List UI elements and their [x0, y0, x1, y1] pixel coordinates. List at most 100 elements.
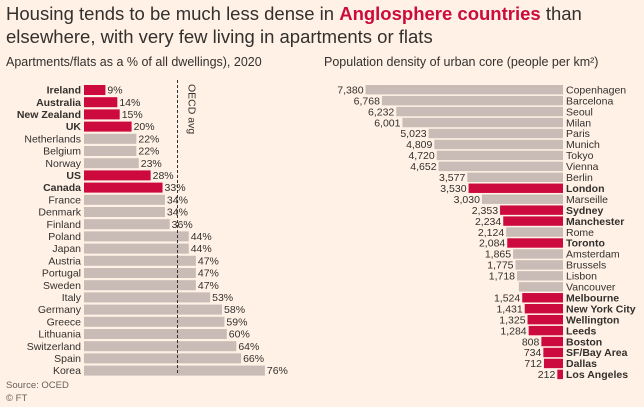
category-label-wellington: Wellington — [566, 314, 619, 326]
category-label-sf-bay-area: SF/Bay Area — [566, 347, 628, 359]
category-label-france: France — [48, 194, 81, 206]
value-label-milan: 6,001 — [374, 117, 400, 129]
value-label-greece: 59% — [226, 316, 247, 328]
bar-wellington — [527, 314, 563, 325]
category-label-finland: Finland — [47, 219, 82, 231]
bar-tokyo — [436, 150, 563, 161]
value-label-paris: 5,023 — [400, 128, 426, 140]
value-label-australia: 14% — [119, 97, 140, 109]
value-label-london: 3,530 — [440, 183, 466, 195]
category-label-los-angeles: Los Angeles — [566, 369, 628, 381]
value-label-sf-bay-area: 734 — [524, 347, 542, 359]
category-label-milan: Milan — [566, 117, 591, 129]
bar-paris — [428, 128, 563, 139]
bar-sf-bay-area — [543, 347, 563, 358]
bar-us — [84, 170, 151, 181]
category-label-belgium: Belgium — [43, 146, 81, 158]
bar-belgium — [84, 146, 137, 156]
value-label-norway: 23% — [141, 158, 162, 170]
bar-uk — [84, 121, 132, 132]
value-label-amsterdam: 1,865 — [485, 249, 511, 261]
value-label-finland: 36% — [172, 219, 193, 231]
value-label-ireland: 9% — [107, 85, 122, 97]
category-label-boston: Boston — [566, 336, 602, 348]
bar-sweden — [84, 280, 196, 291]
category-label-japan: Japan — [52, 243, 81, 255]
value-label-lisbon: 1,718 — [489, 271, 515, 283]
category-label-barcelona: Barcelona — [566, 95, 613, 107]
value-label-sweden: 47% — [198, 280, 219, 292]
bar-manchester — [503, 216, 563, 226]
bar-copenhagen — [365, 85, 563, 95]
category-label-amsterdam: Amsterdam — [566, 249, 620, 261]
category-label-denmark: Denmark — [38, 207, 81, 219]
chart-headline: Housing tends to be much less dense in A… — [6, 2, 638, 48]
bar-poland — [84, 231, 189, 242]
category-label-tokyo: Tokyo — [566, 150, 594, 162]
category-label-netherlands: Netherlands — [24, 133, 81, 145]
category-label-germany: Germany — [38, 304, 82, 316]
category-label-korea: Korea — [53, 365, 81, 377]
bar-france — [84, 194, 165, 205]
category-label-new-york-city: New York City — [566, 303, 636, 315]
bar-rome — [506, 227, 563, 237]
bar-leeds — [528, 325, 563, 336]
bar-melbourne — [522, 293, 563, 303]
bar-austria — [84, 255, 196, 266]
bar-norway — [84, 158, 139, 169]
category-label-canada: Canada — [43, 182, 81, 194]
value-label-lithuania: 60% — [229, 329, 250, 341]
category-label-lisbon: Lisbon — [566, 271, 597, 283]
category-label-london: London — [566, 183, 604, 195]
value-label-seoul: 6,232 — [368, 106, 394, 118]
value-label-uk: 20% — [134, 121, 155, 133]
category-label-leeds: Leeds — [566, 325, 597, 337]
category-label-paris: Paris — [566, 128, 590, 140]
category-label-melbourne: Melbourne — [566, 292, 619, 304]
category-label-vancouver: Vancouver — [566, 282, 616, 294]
bar-marseille — [481, 194, 563, 204]
value-label-portugal: 47% — [198, 268, 219, 280]
value-label-poland: 44% — [191, 231, 212, 243]
bar-greece — [84, 316, 225, 327]
value-label-wellington: 1,325 — [499, 314, 525, 326]
category-label-us: US — [66, 170, 81, 182]
category-label-toronto: Toronto — [566, 238, 605, 250]
bar-new-york-city — [524, 304, 563, 314]
source-note: Source: OCED — [6, 380, 69, 391]
value-label-tokyo: 4,720 — [408, 150, 434, 162]
bar-seoul — [396, 106, 563, 117]
value-label-new-york-city: 1,431 — [496, 303, 522, 315]
bar-sydney — [500, 205, 563, 215]
value-label-leeds: 1,284 — [500, 325, 526, 337]
category-label-brussels: Brussels — [566, 260, 606, 272]
category-label-dallas: Dallas — [566, 358, 597, 370]
bar-denmark — [84, 207, 165, 217]
bar-korea — [84, 365, 265, 376]
value-label-sydney: 2,353 — [472, 205, 498, 217]
category-label-rome: Rome — [566, 227, 594, 239]
category-label-australia: Australia — [36, 97, 81, 109]
bar-vienna — [438, 161, 563, 172]
category-label-norway: Norway — [45, 158, 81, 170]
bar-amsterdam — [513, 249, 563, 259]
value-label-manchester: 2,234 — [475, 216, 501, 228]
bar-australia — [84, 97, 118, 108]
value-label-new-zealand: 15% — [122, 109, 143, 121]
value-label-dallas: 712 — [524, 358, 542, 370]
left-chart-title: Apartments/flats as a % of all dwellings… — [6, 55, 262, 69]
category-label-uk: UK — [66, 121, 82, 133]
value-label-vienna: 4,652 — [410, 161, 436, 173]
category-label-manchester: Manchester — [566, 216, 624, 228]
category-label-italy: Italy — [62, 292, 82, 304]
value-label-switzerland: 64% — [238, 341, 259, 353]
bar-berlin — [467, 172, 563, 182]
bar-canada — [84, 182, 163, 193]
category-label-sydney: Sydney — [566, 205, 604, 217]
value-label-marseille: 3,030 — [454, 194, 480, 206]
bar-dallas — [543, 358, 563, 369]
value-label-belgium: 22% — [138, 146, 159, 158]
value-label-munich: 4,809 — [406, 139, 432, 151]
bar-germany — [84, 304, 223, 315]
